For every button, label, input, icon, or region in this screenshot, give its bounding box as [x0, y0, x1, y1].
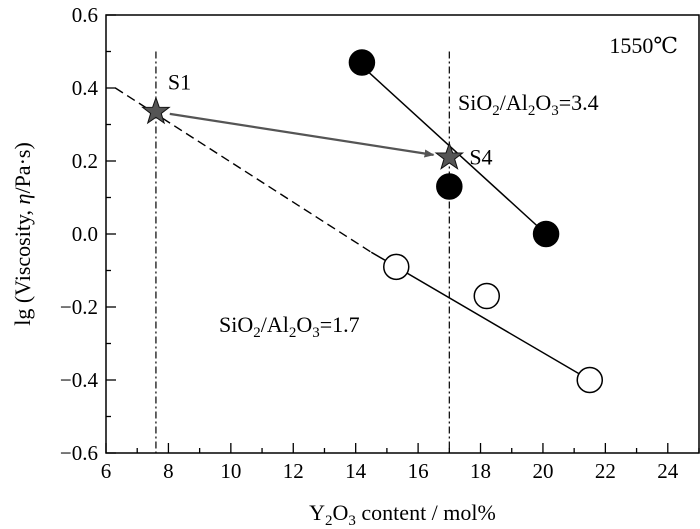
x-tick-label: 16 — [408, 459, 429, 483]
data-markers — [141, 49, 604, 394]
fit-line — [370, 251, 591, 381]
star-label-s4: S4 — [469, 144, 492, 169]
plot-frame — [105, 14, 700, 454]
filled-circle-point — [436, 173, 463, 200]
open-circle-point — [576, 366, 604, 394]
y-tick-label: −0.6 — [60, 441, 98, 465]
x-axis-title: Y2O3 content / mol% — [309, 500, 496, 529]
x-tick-label: 6 — [101, 459, 112, 483]
y-tick-label: 0.2 — [72, 149, 98, 173]
y-tick-label: 0.4 — [72, 76, 99, 100]
series-label-ratio-1-7: SiO2/Al2O3=1.7 — [219, 312, 360, 341]
annotations: S1 S4 1550℃ SiO2/Al2O3=3.4 SiO2/Al2O3=1.7 — [168, 33, 678, 341]
filled-circle-point — [532, 220, 560, 248]
star-point — [434, 141, 465, 170]
y-tick-label: −0.2 — [60, 295, 98, 319]
y-tick-label: −0.4 — [60, 368, 99, 392]
y-tick-label: 0.6 — [72, 3, 98, 27]
axis-titles: Y2O3 content / mol% lg (Viscosity, η/Pa·s… — [10, 142, 496, 529]
axis-tick-labels: 6 8 10 12 14 16 18 20 22 24 0.6 0.4 0.2 0.0 −0.2 −0.4 −0… — [60, 3, 679, 483]
open-circle-point — [383, 253, 410, 281]
x-tick-label: 18 — [470, 459, 491, 483]
x-tick-label: 22 — [595, 459, 616, 483]
x-tick-label: 14 — [345, 459, 367, 483]
y-tick-label: 0.0 — [72, 222, 98, 246]
x-tick-label: 10 — [220, 459, 241, 483]
y-axis-title: lg (Viscosity, η/Pa·s) — [10, 142, 35, 326]
x-tick-label: 12 — [283, 459, 304, 483]
x-tick-label: 8 — [163, 459, 174, 483]
star-point — [141, 96, 171, 125]
temperature-label: 1550℃ — [609, 33, 678, 58]
filled-circle-point — [348, 49, 376, 76]
x-tick-label: 24 — [657, 459, 679, 483]
transition-arrow — [169, 112, 435, 158]
transition-arrow-group — [169, 112, 435, 158]
series-label-ratio-3-4: SiO2/Al2O3=3.4 — [458, 90, 599, 119]
star-label-s1: S1 — [168, 70, 191, 95]
open-circle-point — [473, 282, 501, 310]
axis-ticks — [105, 14, 700, 454]
fit-line — [361, 65, 547, 235]
reference-lines — [155, 51, 450, 453]
x-tick-label: 20 — [532, 459, 553, 483]
